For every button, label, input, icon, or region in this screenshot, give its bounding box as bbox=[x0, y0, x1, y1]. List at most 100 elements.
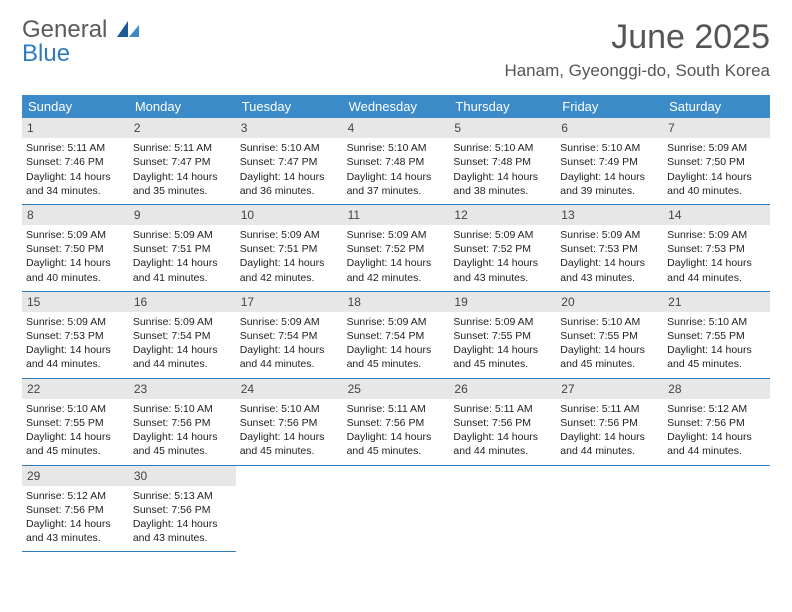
daylight-line: Daylight: 14 hours and 43 minutes. bbox=[453, 256, 552, 284]
sunrise-line: Sunrise: 5:09 AM bbox=[347, 315, 446, 329]
calendar-cell: 28Sunrise: 5:12 AMSunset: 7:56 PMDayligh… bbox=[663, 379, 770, 466]
day-number: 22 bbox=[22, 379, 129, 399]
calendar-cell: 14Sunrise: 5:09 AMSunset: 7:53 PMDayligh… bbox=[663, 205, 770, 292]
sunset-line: Sunset: 7:47 PM bbox=[133, 155, 232, 169]
sunrise-line: Sunrise: 5:09 AM bbox=[667, 141, 766, 155]
sunset-line: Sunset: 7:56 PM bbox=[667, 416, 766, 430]
daylight-line: Daylight: 14 hours and 40 minutes. bbox=[667, 170, 766, 198]
daylight-line: Daylight: 14 hours and 37 minutes. bbox=[347, 170, 446, 198]
sunrise-line: Sunrise: 5:09 AM bbox=[347, 228, 446, 242]
sunset-line: Sunset: 7:49 PM bbox=[560, 155, 659, 169]
calendar-cell: 18Sunrise: 5:09 AMSunset: 7:54 PMDayligh… bbox=[343, 292, 450, 379]
weekday-header: Wednesday bbox=[343, 95, 450, 118]
sunset-line: Sunset: 7:55 PM bbox=[453, 329, 552, 343]
daylight-line: Daylight: 14 hours and 36 minutes. bbox=[240, 170, 339, 198]
calendar-cell: 7Sunrise: 5:09 AMSunset: 7:50 PMDaylight… bbox=[663, 118, 770, 205]
day-number: 26 bbox=[449, 379, 556, 399]
day-number: 13 bbox=[556, 205, 663, 225]
sunrise-line: Sunrise: 5:09 AM bbox=[453, 228, 552, 242]
daylight-line: Daylight: 14 hours and 44 minutes. bbox=[667, 256, 766, 284]
day-number: 3 bbox=[236, 118, 343, 138]
sunrise-line: Sunrise: 5:11 AM bbox=[560, 402, 659, 416]
logo-sail-icon bbox=[117, 21, 139, 37]
day-number: 8 bbox=[22, 205, 129, 225]
sunrise-line: Sunrise: 5:13 AM bbox=[133, 489, 232, 503]
daylight-line: Daylight: 14 hours and 34 minutes. bbox=[26, 170, 125, 198]
daylight-line: Daylight: 14 hours and 45 minutes. bbox=[347, 343, 446, 371]
weekday-header: Saturday bbox=[663, 95, 770, 118]
day-number: 24 bbox=[236, 379, 343, 399]
sunset-line: Sunset: 7:50 PM bbox=[667, 155, 766, 169]
calendar-cell: 24Sunrise: 5:10 AMSunset: 7:56 PMDayligh… bbox=[236, 379, 343, 466]
calendar-cell: 22Sunrise: 5:10 AMSunset: 7:55 PMDayligh… bbox=[22, 379, 129, 466]
calendar-cell: 8Sunrise: 5:09 AMSunset: 7:50 PMDaylight… bbox=[22, 205, 129, 292]
calendar-cell: 21Sunrise: 5:10 AMSunset: 7:55 PMDayligh… bbox=[663, 292, 770, 379]
day-number: 30 bbox=[129, 466, 236, 486]
calendar-cell: 26Sunrise: 5:11 AMSunset: 7:56 PMDayligh… bbox=[449, 379, 556, 466]
day-number: 27 bbox=[556, 379, 663, 399]
sunrise-line: Sunrise: 5:09 AM bbox=[240, 315, 339, 329]
calendar-cell: 16 Sunrise: 5:09 AMSunset: 7:54 PMDayligh… bbox=[129, 292, 236, 379]
calendar-cell: 27Sunrise: 5:11 AMSunset: 7:56 PMDayligh… bbox=[556, 379, 663, 466]
sunset-line: Sunset: 7:56 PM bbox=[26, 503, 125, 517]
daylight-line: Daylight: 14 hours and 41 minutes. bbox=[133, 256, 232, 284]
day-number: 15 bbox=[22, 292, 129, 312]
day-number: 11 bbox=[343, 205, 450, 225]
calendar: SundayMondayTuesdayWednesdayThursdayFrid… bbox=[22, 95, 770, 552]
daylight-line: Daylight: 14 hours and 45 minutes. bbox=[667, 343, 766, 371]
calendar-cell-empty bbox=[449, 466, 556, 553]
day-number: 14 bbox=[663, 205, 770, 225]
sunrise-line: Sunrise: 5:10 AM bbox=[26, 402, 125, 416]
sunrise-line: Sunrise: 5:11 AM bbox=[133, 141, 232, 155]
sunset-line: Sunset: 7:54 PM bbox=[347, 329, 446, 343]
sunset-line: Sunset: 7:55 PM bbox=[26, 416, 125, 430]
sunset-line: Sunset: 7:50 PM bbox=[26, 242, 125, 256]
daylight-line: Daylight: 14 hours and 44 minutes. bbox=[133, 343, 232, 371]
logo-word2: Blue bbox=[22, 40, 70, 67]
sunset-line: Sunset: 7:48 PM bbox=[453, 155, 552, 169]
calendar-cell: 1Sunrise: 5:11 AMSunset: 7:46 PMDaylight… bbox=[22, 118, 129, 205]
sunset-line: Sunset: 7:54 PM bbox=[133, 329, 232, 343]
sunset-line: Sunset: 7:53 PM bbox=[560, 242, 659, 256]
sunset-line: Sunset: 7:48 PM bbox=[347, 155, 446, 169]
day-number: 12 bbox=[449, 205, 556, 225]
sunrise-line: Sunrise: 5:10 AM bbox=[240, 141, 339, 155]
day-number: 19 bbox=[449, 292, 556, 312]
sunrise-line: Sunrise: 5:09 AM bbox=[26, 228, 125, 242]
calendar-cell: 20Sunrise: 5:10 AMSunset: 7:55 PMDayligh… bbox=[556, 292, 663, 379]
sunrise-line: Sunrise: 5:09 AM bbox=[133, 315, 232, 329]
daylight-line: Daylight: 14 hours and 43 minutes. bbox=[133, 517, 232, 545]
calendar-cell-empty bbox=[343, 466, 450, 553]
daylight-line: Daylight: 14 hours and 43 minutes. bbox=[26, 517, 125, 545]
sunrise-line: Sunrise: 5:10 AM bbox=[560, 315, 659, 329]
sunrise-line: Sunrise: 5:09 AM bbox=[560, 228, 659, 242]
weekday-header: Sunday bbox=[22, 95, 129, 118]
weekday-header: Monday bbox=[129, 95, 236, 118]
sunrise-line: Sunrise: 5:11 AM bbox=[347, 402, 446, 416]
calendar-cell: 23Sunrise: 5:10 AMSunset: 7:56 PMDayligh… bbox=[129, 379, 236, 466]
sunset-line: Sunset: 7:53 PM bbox=[667, 242, 766, 256]
logo-word1: General bbox=[22, 16, 107, 43]
sunset-line: Sunset: 7:56 PM bbox=[240, 416, 339, 430]
header-row: General Blue June 2025 Hanam, Gyeonggi-d… bbox=[22, 18, 770, 81]
daylight-line: Daylight: 14 hours and 38 minutes. bbox=[453, 170, 552, 198]
calendar-cell: 2Sunrise: 5:11 AMSunset: 7:47 PMDaylight… bbox=[129, 118, 236, 205]
day-number: 23 bbox=[129, 379, 236, 399]
day-number: 21 bbox=[663, 292, 770, 312]
calendar-cell: 5Sunrise: 5:10 AMSunset: 7:48 PMDaylight… bbox=[449, 118, 556, 205]
calendar-cell: 15Sunrise: 5:09 AMSunset: 7:53 PMDayligh… bbox=[22, 292, 129, 379]
sunrise-line: Sunrise: 5:09 AM bbox=[240, 228, 339, 242]
daylight-line: Daylight: 14 hours and 44 minutes. bbox=[453, 430, 552, 458]
location-text: Hanam, Gyeonggi-do, South Korea bbox=[504, 61, 770, 81]
sunrise-line: Sunrise: 5:10 AM bbox=[133, 402, 232, 416]
daylight-line: Daylight: 14 hours and 42 minutes. bbox=[240, 256, 339, 284]
calendar-cell: 11Sunrise: 5:09 AMSunset: 7:52 PMDayligh… bbox=[343, 205, 450, 292]
calendar-cell: 4Sunrise: 5:10 AMSunset: 7:48 PMDaylight… bbox=[343, 118, 450, 205]
calendar-header: SundayMondayTuesdayWednesdayThursdayFrid… bbox=[22, 95, 770, 118]
day-number: 16 bbox=[129, 292, 236, 312]
day-number: 28 bbox=[663, 379, 770, 399]
logo-text: General Blue bbox=[22, 18, 139, 66]
sunset-line: Sunset: 7:52 PM bbox=[347, 242, 446, 256]
sunrise-line: Sunrise: 5:09 AM bbox=[133, 228, 232, 242]
sunrise-line: Sunrise: 5:12 AM bbox=[26, 489, 125, 503]
